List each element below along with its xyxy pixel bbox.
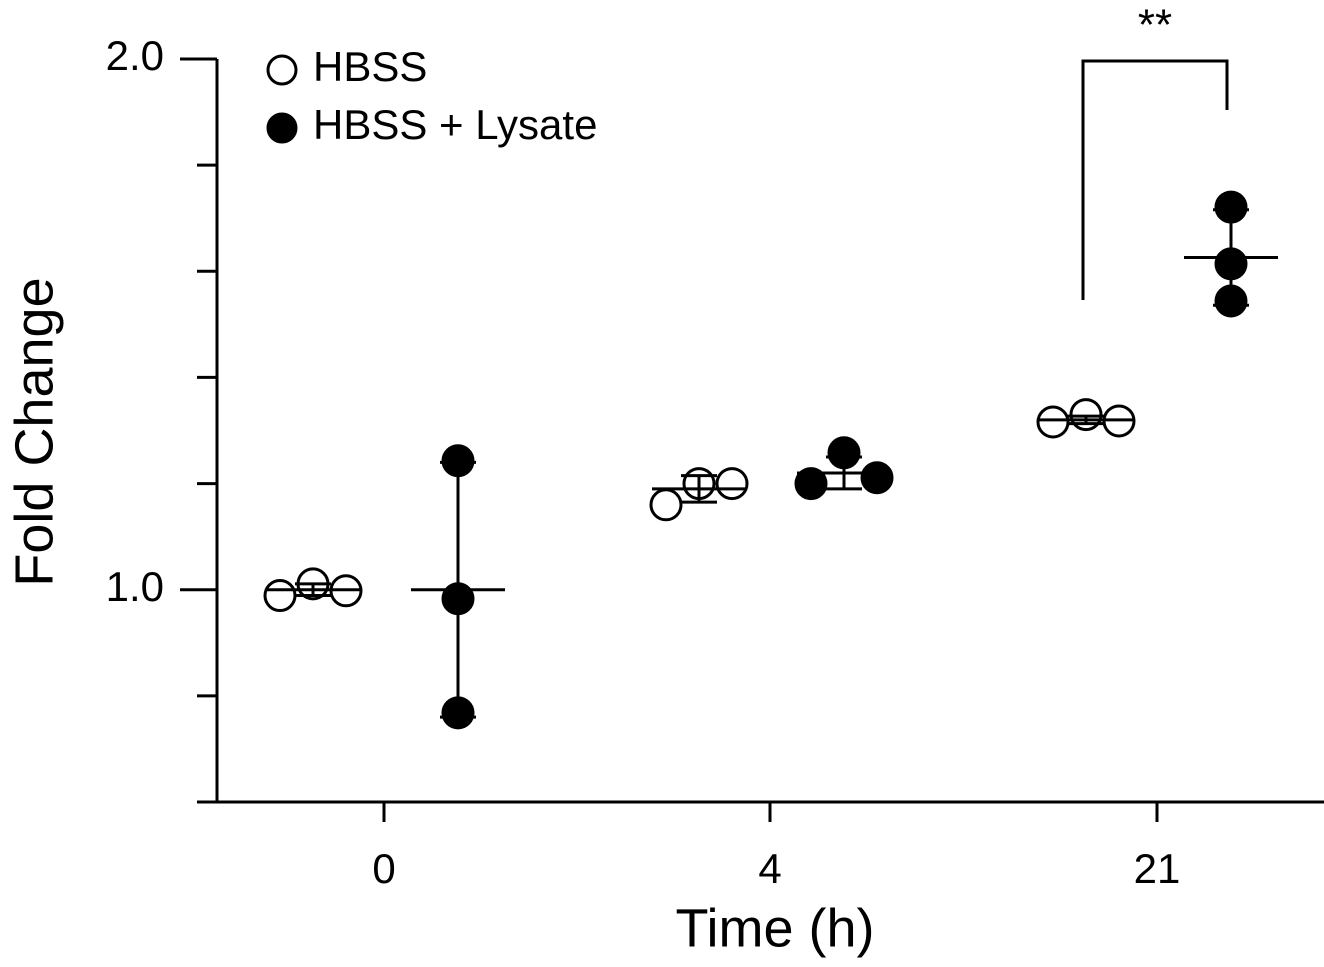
legend-marker bbox=[266, 54, 298, 86]
data-point bbox=[860, 461, 894, 495]
significance-bracket bbox=[1081, 59, 1229, 300]
data-point bbox=[1036, 405, 1070, 439]
data-point bbox=[649, 488, 683, 522]
y-axis-title: Fold Change bbox=[4, 277, 64, 586]
x-tick-label: 0 bbox=[372, 845, 395, 892]
y-tick-label: 1.0 bbox=[106, 563, 164, 610]
data-point bbox=[794, 467, 828, 501]
x-tick-label: 21 bbox=[1134, 845, 1181, 892]
legend-label: HBSS + Lysate bbox=[313, 101, 597, 148]
data-point bbox=[1069, 398, 1103, 432]
legend-marker bbox=[266, 112, 298, 144]
x-tick-label: 4 bbox=[758, 845, 781, 892]
significance-label: ** bbox=[1138, 1, 1172, 50]
legend-label: HBSS bbox=[313, 43, 427, 90]
x-axis-title: Time (h) bbox=[676, 898, 875, 958]
data-point bbox=[263, 579, 297, 613]
data-point bbox=[715, 467, 749, 501]
y-tick-label: 2.0 bbox=[106, 32, 164, 79]
